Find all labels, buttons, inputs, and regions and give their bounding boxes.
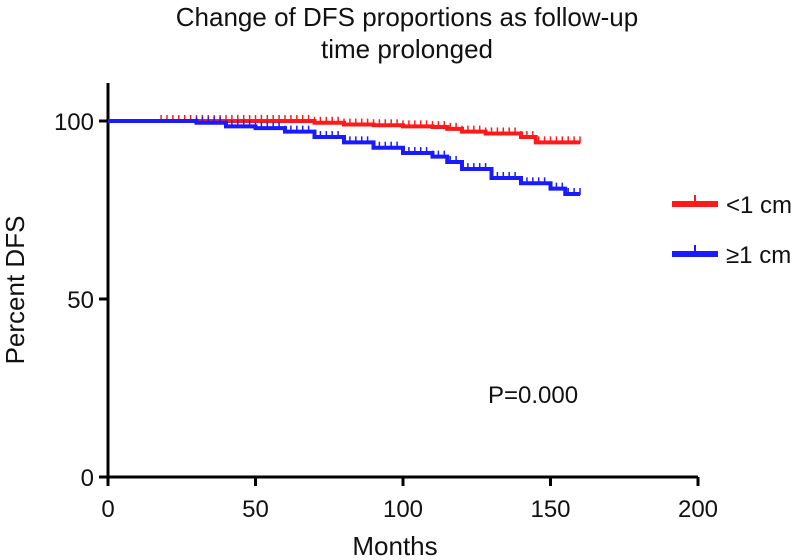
y-tick-label: 50 [67,287,94,314]
p-value-annotation: P=0.000 [488,382,578,409]
legend-label-0: <1 cm [726,192,792,219]
y-axis-label: Percent DFS [0,216,30,365]
x-tick-label: 0 [101,496,114,523]
legend: <1 cm ≥1 cm [672,192,792,269]
y-tick-label: 100 [54,109,94,136]
y-tick-label: 0 [81,465,94,492]
x-tick-label: 150 [530,496,570,523]
x-tick-label: 200 [678,496,718,523]
x-tick-label: 50 [242,496,269,523]
x-tick-label: 100 [383,496,423,523]
legend-label-1: ≥1 cm [726,242,791,269]
chart-title-line-2: time prolonged [321,34,493,64]
plot-area: 0 50 100 150 200 0 50 100 [54,83,718,523]
x-axis-label: Months [352,531,437,560]
chart-title-line-1: Change of DFS proportions as follow-up [176,2,638,32]
